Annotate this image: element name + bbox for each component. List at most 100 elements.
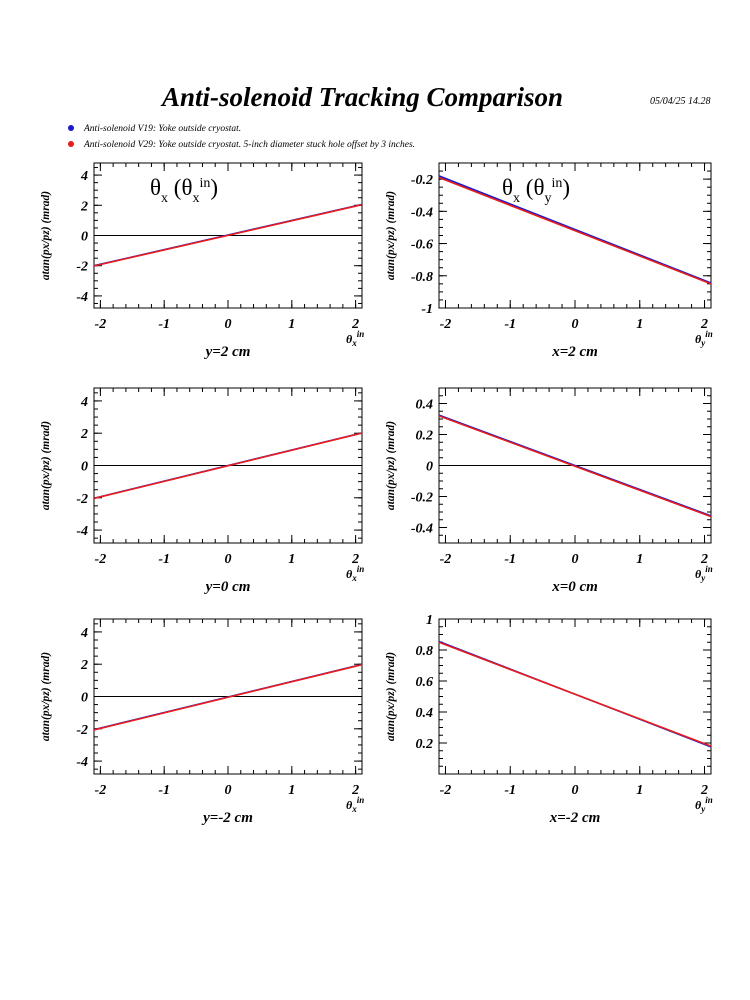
y-tick-label: 0.2: [416, 737, 434, 752]
x-tick-label: -2: [440, 783, 452, 798]
y-tick-label: 1: [426, 613, 433, 628]
axis-variable-superscript: in: [357, 795, 365, 805]
y-tick-label: 2: [80, 199, 88, 214]
axis-variable-symbol: θ: [346, 332, 353, 346]
y-tick-label: 0: [81, 230, 88, 245]
series-line: [93, 432, 363, 500]
y-axis-label: atan(px/pz) (mrad): [40, 652, 52, 741]
x-tick-label: -1: [158, 783, 170, 798]
y-tick-label: 0: [81, 460, 88, 475]
x-tick-label: 1: [288, 783, 295, 798]
annotation-inner-theta: (θ: [168, 175, 192, 200]
x-tick-label: -1: [158, 552, 170, 567]
axis-variable-superscript: in: [357, 564, 365, 574]
axis-variable-subscript: y: [700, 804, 706, 814]
page-title: Anti-solenoid Tracking Comparison: [161, 82, 564, 112]
annotation-close-paren: ): [210, 175, 218, 200]
y-tick-label: 0: [81, 691, 88, 706]
axis-variable-superscript: in: [357, 329, 365, 339]
x-tick-label: 0: [572, 783, 579, 798]
axis-variable-subscript: x: [351, 573, 357, 583]
y-tick-label: -1: [421, 302, 433, 317]
plot-frame: [438, 162, 712, 309]
x-tick-label: 2: [700, 783, 708, 798]
x-tick-label: -2: [440, 317, 452, 332]
y-axis-label: atan(px/pz) (mrad): [40, 421, 52, 510]
legend-entry: Anti-solenoid V19: Yoke outside cryostat…: [68, 124, 241, 134]
legend-entry: Anti-solenoid V29: Yoke outside cryostat…: [68, 140, 415, 150]
annotation-close-paren: ): [562, 175, 570, 200]
x-tick-label: 1: [636, 317, 643, 332]
annotation-inner-subscript: x: [192, 191, 199, 206]
x-tick-label: -2: [95, 552, 107, 567]
y-tick-label: 2: [80, 427, 88, 442]
x-axis-label: y=0 cm: [204, 579, 251, 595]
x-tick-label: 1: [636, 552, 643, 567]
x-axis-label: x=0 cm: [551, 579, 598, 595]
chart-panel: -2 -1 0 1 2 4 2 0 -2 -4 atan(px/pz) (mrad) y=0 cm θx…: [40, 387, 364, 595]
annotation-inner-theta: (θ: [520, 175, 544, 200]
axis-variable-superscript: in: [705, 564, 713, 574]
annotation-subscript: x: [161, 191, 168, 206]
x-tick-label: 2: [700, 552, 708, 567]
y-axis-label: atan(px/pz) (mrad): [385, 421, 397, 510]
y-tick-label: 0.2: [416, 429, 434, 444]
x-tick-label: 1: [288, 317, 295, 332]
legend-marker-red: [68, 140, 74, 147]
annotation-subscript: x: [513, 191, 520, 206]
y-tick-label: -4: [76, 524, 88, 539]
x-tick-label: 0: [572, 317, 579, 332]
x-tick-label: -1: [504, 552, 516, 567]
annotation-inner-subscript: y: [544, 191, 551, 206]
y-tick-label: 2: [80, 658, 88, 673]
x-tick-label: 0: [225, 783, 232, 798]
axis-variable-symbol: θ: [695, 332, 702, 346]
axis-variable: θxin: [346, 795, 364, 814]
axis-variable: θyin: [695, 329, 713, 348]
x-tick-label: -1: [504, 783, 516, 798]
annotation-superscript: in: [551, 176, 562, 191]
series-line: [438, 415, 712, 518]
series-line: [93, 203, 363, 267]
x-tick-label: 1: [636, 783, 643, 798]
axis-variable-subscript: x: [351, 338, 357, 348]
y-tick-label: -4: [76, 290, 88, 305]
x-axis-label: y=-2 cm: [201, 810, 253, 826]
chart-panel: -2 -1 0 1 2 -0.2 -0.4 -0.6 -0.8 -1 atan(px/pz) (mr…: [385, 162, 713, 360]
axis-variable: θxin: [346, 564, 364, 583]
axis-variable: θyin: [695, 795, 713, 814]
chart-panel: -2 -1 0 1 2 0.4 0.2 0 -0.2 -0.4 atan(px/pz) (mrad)…: [385, 387, 713, 595]
legend-label: Anti-solenoid V19: Yoke outside cryostat…: [84, 124, 242, 134]
x-axis-label: x=2 cm: [551, 344, 598, 360]
plot-frame: [438, 618, 712, 775]
y-tick-label: -0.8: [411, 270, 433, 285]
y-tick-label: -4: [76, 755, 88, 770]
y-tick-label: -0.2: [411, 173, 433, 188]
panel-annotation: θx (θyin): [502, 175, 570, 206]
panel-annotation: θx (θxin): [150, 175, 218, 206]
annotation-theta: θ: [502, 175, 513, 200]
x-tick-label: -1: [158, 317, 170, 332]
x-tick-label: 2: [351, 317, 359, 332]
datestamp: 05/04/25 14.28: [650, 96, 711, 107]
x-tick-label: -2: [95, 317, 107, 332]
y-tick-label: -2: [76, 492, 88, 507]
x-tick-label: 0: [225, 317, 232, 332]
axis-variable-symbol: θ: [695, 567, 702, 581]
y-tick-label: -0.6: [411, 238, 433, 253]
x-tick-label: 2: [351, 783, 359, 798]
chart-panel: -2 -1 0 1 2 1 0.8 0.6 0.4 0.2 atan(px/pz) (mrad) x=…: [385, 613, 713, 826]
series-line: [438, 176, 712, 285]
y-tick-label: 0.4: [416, 398, 434, 413]
y-tick-label: 0.6: [416, 675, 434, 690]
y-tick-label: 0.8: [416, 644, 434, 659]
y-tick-label: 0: [426, 460, 433, 475]
x-tick-label: -2: [440, 552, 452, 567]
x-tick-label: 2: [700, 317, 708, 332]
axis-variable-subscript: y: [700, 573, 706, 583]
legend-marker-blue: [68, 124, 74, 131]
x-axis-label: x=-2 cm: [549, 810, 601, 826]
x-tick-label: 1: [288, 552, 295, 567]
